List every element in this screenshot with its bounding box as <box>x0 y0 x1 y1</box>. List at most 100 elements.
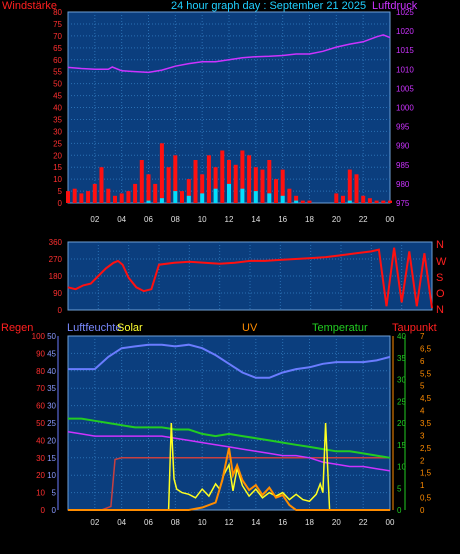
solar-line <box>68 422 390 511</box>
weather-multi-x-tick: 04 <box>117 518 126 527</box>
wind-bar <box>72 188 77 203</box>
uv-y-tick: 0,5 <box>420 494 432 503</box>
weather-multi-x-tick: 18 <box>305 518 314 527</box>
humidity-y-tick: 40 <box>47 367 56 376</box>
direction-y-tick: 270 <box>49 255 63 264</box>
wind-bar <box>193 160 198 203</box>
wind-bar <box>79 193 84 203</box>
rain-y-tick: 50 <box>36 419 45 428</box>
humidity-y-tick: 35 <box>47 384 56 393</box>
pressure-y-tick: 1025 <box>396 8 414 17</box>
pressure-axis-label: Luftdruck <box>372 0 418 12</box>
wind-pressure-x-tick: 12 <box>225 215 234 224</box>
wind-bar <box>200 174 205 203</box>
wind-bar <box>146 174 151 203</box>
temp-y-tick: 40 <box>397 332 406 341</box>
uv-y-tick: 6 <box>420 357 425 366</box>
wind-y-tick: 45 <box>53 92 62 101</box>
compass-w: W <box>436 256 447 268</box>
weather-multi-x-tick: 20 <box>332 518 341 527</box>
gust-bar <box>267 193 272 203</box>
direction-y-tick: 180 <box>49 272 63 281</box>
wind-bar <box>374 200 379 203</box>
wind-y-tick: 75 <box>53 20 62 29</box>
pressure-y-tick: 990 <box>396 142 410 151</box>
gust-bar <box>347 200 352 203</box>
humidity-line <box>68 343 391 379</box>
pressure-y-tick: 985 <box>396 161 410 170</box>
temp-y-tick: 0 <box>397 506 402 515</box>
weather-multi-x-tick: 22 <box>359 518 368 527</box>
wind-bar <box>180 191 184 203</box>
rain-y-tick: 100 <box>32 332 46 341</box>
wind-bar <box>354 174 359 203</box>
wind-bar <box>66 191 70 203</box>
wind-bar <box>206 155 211 204</box>
temperatur-label: Temperatur <box>312 322 368 334</box>
gust-bar <box>186 195 191 203</box>
pressure-y-tick: 980 <box>396 180 410 189</box>
wind-y-tick: 0 <box>58 199 63 208</box>
wind-pressure-x-tick: 20 <box>332 215 341 224</box>
chart-title: 24 hour graph day : September 21 2025 <box>171 0 367 12</box>
wind-y-tick: 30 <box>53 127 62 136</box>
gust-bar <box>146 200 151 203</box>
gust-bar <box>294 200 299 203</box>
wind-bar <box>247 155 252 204</box>
humidity-y-tick: 50 <box>47 332 56 341</box>
uv-y-tick: 0 <box>420 506 425 515</box>
pressure-y-tick: 1010 <box>396 65 414 74</box>
uv-y-tick: 2 <box>420 456 425 465</box>
wind-bar <box>233 164 238 203</box>
temp-y-tick: 10 <box>397 463 406 472</box>
wind-bar <box>213 167 218 203</box>
wind-y-tick: 70 <box>53 32 62 41</box>
rain-y-tick: 20 <box>36 471 45 480</box>
direction-line <box>67 247 433 309</box>
wind-bar <box>260 169 265 203</box>
uv-y-tick: 4,5 <box>420 394 432 403</box>
wind-y-tick: 20 <box>53 151 62 160</box>
wind-y-tick: 25 <box>53 139 62 148</box>
wind-bar <box>113 195 117 203</box>
wind-bar <box>240 150 245 203</box>
weather-multi-x-tick: 02 <box>90 518 99 527</box>
wind-bar <box>334 193 339 203</box>
wind-bar <box>280 169 285 203</box>
compass-o: O <box>436 288 445 300</box>
temp-y-tick: 35 <box>397 354 406 363</box>
wind-y-tick: 5 <box>58 187 63 196</box>
wind-bar <box>300 200 305 203</box>
uv-y-tick: 3 <box>420 431 425 440</box>
regen-label: Regen <box>1 322 34 334</box>
temp-y-tick: 20 <box>397 419 406 428</box>
wind-bar <box>388 200 392 203</box>
wind-bar <box>186 179 191 203</box>
humidity-y-tick: 10 <box>47 471 56 480</box>
solar-label: Solar <box>117 322 143 334</box>
wind-bar <box>92 183 97 203</box>
wind-bar <box>253 167 258 203</box>
rain-y-tick: 10 <box>36 489 45 498</box>
rain-y-tick: 70 <box>36 384 45 393</box>
wind-bar <box>133 183 138 203</box>
weather-multi-x-tick: 00 <box>386 518 395 527</box>
uv-line <box>68 447 390 511</box>
direction-y-tick: 90 <box>53 289 62 298</box>
gust-bar <box>213 188 218 203</box>
wind-bar <box>307 200 312 203</box>
temp-y-tick: 15 <box>397 441 406 450</box>
temp-y-tick: 25 <box>397 397 406 406</box>
gust-bar <box>227 183 231 203</box>
temp-y-tick: 30 <box>397 376 406 385</box>
pressure-y-tick: 1020 <box>396 27 414 36</box>
wind-bar <box>227 160 231 203</box>
wind-y-tick: 50 <box>53 80 62 89</box>
wind-pressure-x-tick: 08 <box>171 215 180 224</box>
uv-label: UV <box>242 322 258 334</box>
pressure-y-tick: 1000 <box>396 104 414 113</box>
wind-bar <box>119 193 124 203</box>
wind-bar <box>267 160 272 203</box>
wind-bar <box>126 191 131 203</box>
wind-bar <box>294 195 299 203</box>
